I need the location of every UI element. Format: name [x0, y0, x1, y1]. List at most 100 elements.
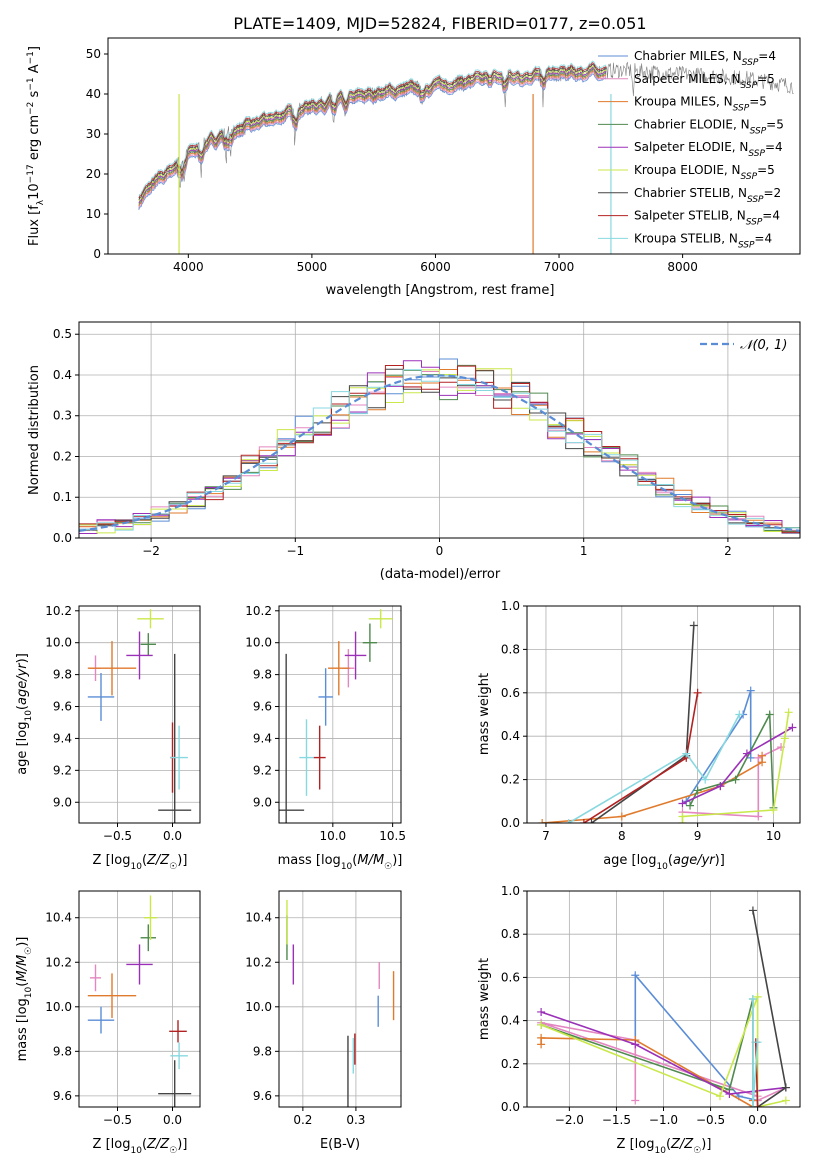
y-tick-label: 9.8 [53, 1044, 72, 1058]
figure-title: PLATE=1409, MJD=52824, FIBERID=0177, z=0… [233, 14, 646, 33]
weight-marker [725, 1090, 734, 1099]
x-tick-label: 0.2 [293, 1113, 312, 1127]
weight-marker [678, 799, 687, 808]
x-tick-label: 5000 [297, 260, 328, 274]
weight-line-1 [540, 1022, 787, 1102]
y-tick-label: 10.2 [45, 604, 72, 618]
panel-mass-vs-ebv [275, 890, 402, 1111]
weight-marker [765, 710, 774, 719]
x-tick-label: 10 [766, 829, 781, 843]
y-tick-label: 9.4 [253, 731, 272, 745]
axes-frame [278, 605, 402, 824]
legend-label: Kroupa STELIB, NSSP=4 [634, 231, 772, 250]
y-tick-label: 10.2 [245, 955, 272, 969]
weight-marker [753, 1103, 762, 1107]
axes-frame [78, 890, 201, 1108]
weight-marker [780, 734, 789, 743]
y-tick-label: 10.2 [245, 604, 272, 618]
weight-marker [701, 775, 710, 784]
y-tick-label: 0.1 [53, 490, 72, 504]
weight-marker [537, 1007, 546, 1016]
model-line-2 [138, 70, 607, 207]
y-tick-label: 1.0 [501, 599, 520, 613]
histogram-step-8 [79, 369, 800, 538]
y-tick-label: 0.2 [501, 773, 520, 787]
model-line-5 [138, 65, 607, 202]
y-tick-label: 50 [86, 47, 101, 61]
weight-marker [617, 812, 626, 821]
x-tick-label: −0.5 [696, 1113, 725, 1127]
weight-marker [781, 1096, 790, 1105]
plot-area [138, 60, 794, 254]
weight-marker [631, 1096, 640, 1105]
x-tick-label: 8000 [667, 260, 698, 274]
weight-marker [788, 723, 797, 732]
y-axis-label: Normed distribution [27, 365, 42, 495]
y-tick-label: 9.8 [53, 668, 72, 682]
weight-marker [748, 995, 757, 1003]
y-tick-label: 1.0 [501, 884, 520, 898]
weight-line-4 [682, 726, 793, 805]
weight-marker [742, 749, 751, 758]
weight-line-3 [540, 998, 754, 1092]
y-tick-label: 0.6 [501, 686, 520, 700]
weight-marker [689, 621, 698, 630]
weight-marker [746, 686, 755, 695]
y-axis-label: mass [log10(M/M☉)] [15, 937, 34, 1062]
y-tick-label: 9.6 [253, 700, 272, 714]
x-tick-label: 6000 [420, 260, 451, 274]
panel-mass-vs-Z [75, 890, 201, 1111]
weight-marker [781, 1083, 790, 1092]
plot-area [87, 895, 192, 1107]
gaussian-curve [79, 374, 800, 532]
y-axis-label: mass weight [477, 673, 492, 755]
weight-marker [678, 812, 687, 821]
weight-marker [753, 1038, 762, 1047]
legend-label: Chabrier ELODIE, NSSP=5 [634, 117, 784, 136]
y-tick-label: 30 [86, 127, 101, 141]
weight-marker [716, 782, 725, 791]
y-axis-label: Flux [fλ10−17 erg cm−2 s−1 A−1] [26, 46, 46, 246]
weight-marker [748, 1103, 757, 1107]
model-line-1 [138, 71, 607, 208]
y-tick-label: 0.4 [53, 368, 72, 382]
y-tick-label: 0.4 [501, 1014, 520, 1028]
y-axis-label: mass weight [477, 958, 492, 1040]
weight-marker [564, 819, 573, 823]
weight-marker [715, 1092, 724, 1101]
y-tick-label: 0.2 [53, 449, 72, 463]
model-line-6 [138, 63, 607, 200]
y-tick-label: 10.0 [245, 636, 272, 650]
panel-age-vs-mass [275, 605, 402, 827]
y-tick-label: 9.8 [253, 1044, 272, 1058]
weight-marker [735, 710, 744, 719]
y-tick-label: 10.2 [45, 955, 72, 969]
weight-marker [579, 819, 588, 823]
y-tick-label: 0.5 [53, 327, 72, 341]
x-tick-label: −0.5 [103, 1113, 132, 1127]
x-tick-label: −2 [142, 544, 160, 558]
weight-marker [682, 749, 691, 758]
y-tick-label: 9.8 [253, 668, 272, 682]
weight-marker [631, 1040, 640, 1049]
axes-frame [78, 605, 201, 824]
x-tick-label: 0.0 [748, 1113, 767, 1127]
x-axis-label: E(B-V) [320, 1137, 360, 1152]
y-tick-label: 10.4 [245, 911, 272, 925]
weight-marker [754, 812, 763, 821]
y-tick-label: 0.4 [501, 729, 520, 743]
weight-marker [746, 753, 755, 762]
x-tick-label: 4000 [173, 260, 204, 274]
legend-label: Kroupa ELODIE, NSSP=5 [634, 163, 775, 182]
legend-label: Chabrier MILES, NSSP=4 [634, 49, 776, 68]
y-tick-label: 9.0 [253, 795, 272, 809]
y-tick-label: 0.0 [53, 531, 72, 545]
y-tick-label: 10.0 [45, 1000, 72, 1014]
x-axis-label: (data-model)/error [380, 567, 501, 582]
y-tick-label: 0.8 [501, 642, 520, 656]
plot-area [79, 358, 800, 538]
plot-area [537, 906, 790, 1107]
plot-area [279, 609, 393, 823]
weight-line-0 [685, 690, 752, 802]
